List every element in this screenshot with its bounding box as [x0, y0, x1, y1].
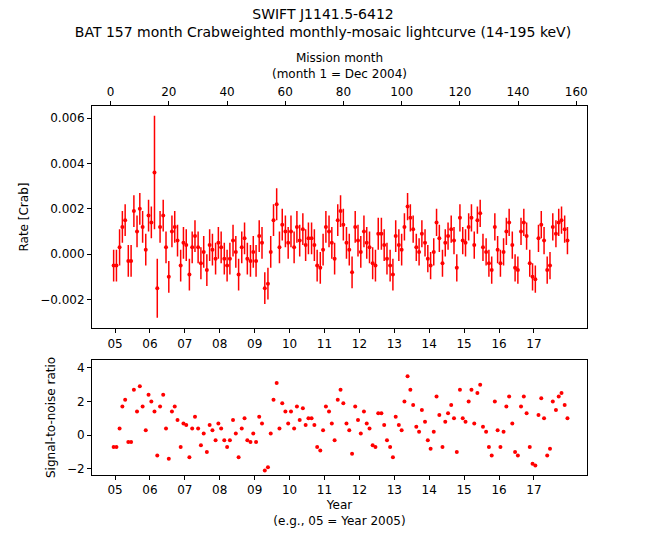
svg-text:140: 140 [507, 85, 530, 99]
svg-text:4: 4 [77, 361, 85, 375]
svg-text:15: 15 [456, 483, 471, 497]
svg-text:Signal-to-noise ratio: Signal-to-noise ratio [44, 357, 58, 478]
svg-text:120: 120 [448, 85, 471, 99]
svg-text:0: 0 [77, 428, 85, 442]
svg-text:12: 12 [352, 483, 367, 497]
svg-text:60: 60 [278, 85, 293, 99]
svg-text:15: 15 [456, 337, 471, 351]
svg-text:100: 100 [390, 85, 413, 99]
svg-text:09: 09 [247, 337, 262, 351]
svg-text:Rate [Crab]: Rate [Crab] [17, 183, 31, 252]
svg-text:0.002: 0.002 [50, 202, 84, 216]
svg-text:13: 13 [387, 483, 402, 497]
svg-text:0.000: 0.000 [50, 247, 84, 261]
svg-text:11: 11 [317, 483, 332, 497]
svg-text:SWIFT J1141.5-6412BAT 157 mont: SWIFT J1141.5-6412BAT 157 month Crabweig… [75, 6, 571, 40]
svg-text:−2: −2 [67, 462, 85, 476]
svg-text:16: 16 [491, 337, 506, 351]
svg-text:14: 14 [422, 337, 437, 351]
svg-text:−0.002: −0.002 [40, 293, 84, 307]
svg-text:Mission month(month 1 = Dec 20: Mission month(month 1 = Dec 2004) [272, 51, 407, 81]
svg-text:40: 40 [219, 85, 234, 99]
svg-text:11: 11 [317, 337, 332, 351]
svg-text:09: 09 [247, 483, 262, 497]
svg-text:12: 12 [352, 337, 367, 351]
svg-text:80: 80 [336, 85, 351, 99]
svg-text:06: 06 [142, 337, 157, 351]
svg-text:0: 0 [107, 85, 115, 99]
svg-text:17: 17 [526, 337, 541, 351]
svg-text:0.006: 0.006 [50, 111, 84, 125]
svg-text:14: 14 [422, 483, 437, 497]
svg-text:10: 10 [282, 337, 297, 351]
svg-text:05: 05 [107, 337, 122, 351]
svg-text:06: 06 [142, 483, 157, 497]
svg-text:08: 08 [212, 337, 227, 351]
svg-text:08: 08 [212, 483, 227, 497]
svg-text:0.004: 0.004 [50, 157, 84, 171]
svg-text:2: 2 [77, 395, 85, 409]
svg-text:05: 05 [107, 483, 122, 497]
svg-text:16: 16 [491, 483, 506, 497]
svg-text:07: 07 [177, 337, 192, 351]
svg-text:Year(e.g., 05 = Year 2005): Year(e.g., 05 = Year 2005) [273, 498, 405, 528]
svg-text:07: 07 [177, 483, 192, 497]
svg-text:17: 17 [526, 483, 541, 497]
svg-text:13: 13 [387, 337, 402, 351]
svg-text:10: 10 [282, 483, 297, 497]
svg-text:20: 20 [161, 85, 176, 99]
svg-text:160: 160 [565, 85, 588, 99]
